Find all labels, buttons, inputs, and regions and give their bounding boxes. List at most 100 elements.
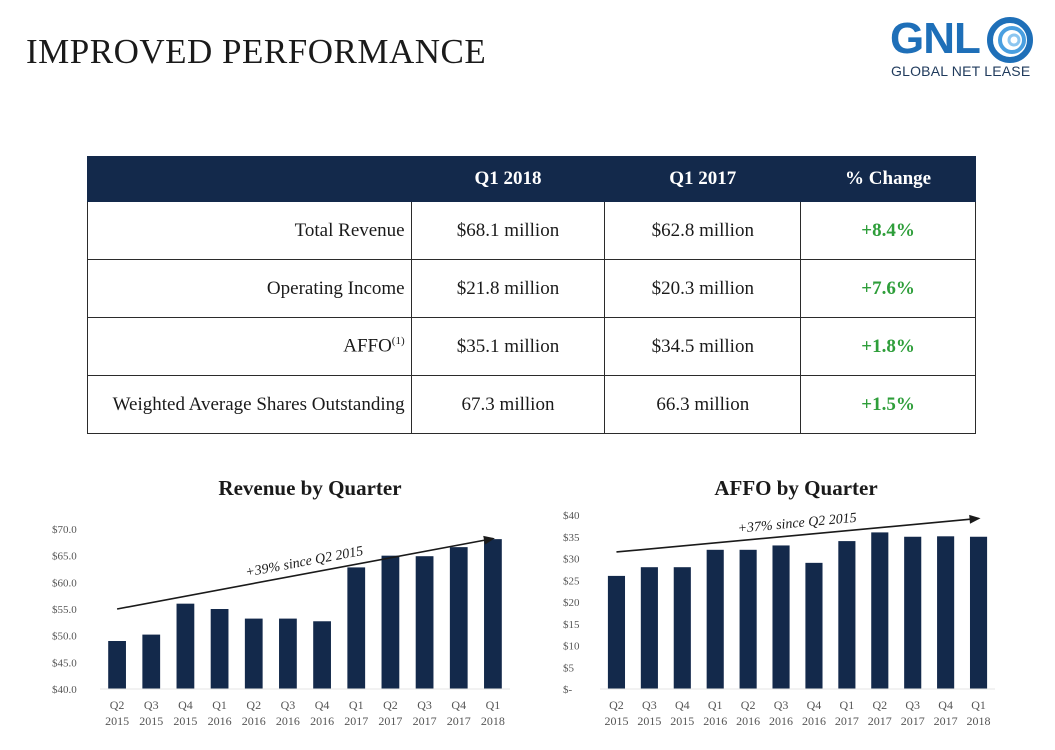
x-tick-label: Q2 bbox=[872, 698, 887, 712]
bar bbox=[381, 555, 400, 689]
y-tick-label: $65.0 bbox=[52, 551, 77, 563]
table-header-q1-2018: Q1 2018 bbox=[410, 156, 606, 202]
cell-q1-2017: 66.3 million bbox=[604, 375, 802, 434]
revenue-chart-title: Revenue by Quarter bbox=[218, 476, 402, 500]
logo-swirl-icon bbox=[987, 17, 1033, 63]
bar bbox=[449, 547, 468, 689]
trend-annotation: +37% since Q2 2015 bbox=[737, 511, 857, 537]
x-tick-label: 2015 bbox=[670, 714, 694, 728]
bar bbox=[871, 532, 889, 689]
y-tick-label: $- bbox=[563, 684, 573, 696]
logo-brand: GNL bbox=[890, 14, 981, 63]
y-tick-label: $55.0 bbox=[52, 604, 77, 616]
y-tick-label: $40.0 bbox=[52, 684, 77, 696]
x-tick-label: 2017 bbox=[447, 714, 471, 728]
bar bbox=[415, 556, 434, 689]
table-row: AFFO(1) $35.1 million $34.5 million +1.8… bbox=[87, 317, 976, 376]
x-tick-label: 2016 bbox=[242, 714, 266, 728]
bar bbox=[772, 545, 790, 689]
table-row: Operating Income $21.8 million $20.3 mil… bbox=[87, 259, 976, 318]
x-tick-label: 2016 bbox=[703, 714, 727, 728]
y-tick-label: $5 bbox=[563, 662, 575, 674]
bar bbox=[244, 618, 263, 689]
bar bbox=[279, 618, 297, 689]
x-tick-label: Q1 bbox=[349, 698, 364, 712]
cell-change: +7.6% bbox=[800, 259, 976, 318]
x-tick-label: Q1 bbox=[708, 698, 723, 712]
x-tick-label: Q1 bbox=[212, 698, 227, 712]
x-tick-label: Q3 bbox=[774, 698, 789, 712]
bar bbox=[937, 536, 955, 689]
x-tick-label: Q4 bbox=[938, 698, 953, 712]
x-tick-label: Q4 bbox=[178, 698, 193, 712]
trend-arrow-head bbox=[483, 535, 495, 545]
bar bbox=[805, 562, 823, 689]
y-tick-label: $15 bbox=[563, 619, 580, 631]
affo-bar-chart: $- $5 $10 $15 $20 $25 $30 $35 $40 Q2 2015 Q3 2015 Q4 2… bbox=[563, 510, 995, 728]
x-tick-label: 2017 bbox=[378, 714, 402, 728]
cell-q1-2017: $62.8 million bbox=[604, 201, 802, 260]
row-label: Operating Income bbox=[87, 259, 412, 318]
table-header-change: % Change bbox=[800, 156, 976, 202]
x-tick-label: 2015 bbox=[604, 714, 628, 728]
trend-arrow-line bbox=[616, 517, 979, 553]
x-tick-label: 2018 bbox=[967, 714, 991, 728]
x-tick-label: Q1 bbox=[486, 698, 501, 712]
row-label: AFFO bbox=[343, 335, 392, 357]
x-tick-label: 2017 bbox=[901, 714, 925, 728]
y-tick-label: $60.0 bbox=[52, 577, 77, 589]
bar bbox=[142, 634, 161, 689]
x-tick-label: 2016 bbox=[310, 714, 334, 728]
y-tick-label: $25 bbox=[563, 575, 580, 587]
x-tick-label: 2017 bbox=[868, 714, 892, 728]
x-tick-label: 2016 bbox=[276, 714, 300, 728]
bar bbox=[210, 609, 229, 689]
cell-q1-2018: $21.8 million bbox=[410, 259, 606, 318]
table-header-q1-2017: Q1 2017 bbox=[604, 156, 802, 202]
x-tick-label: Q3 bbox=[144, 698, 159, 712]
cell-change: +1.5% bbox=[800, 375, 976, 434]
x-tick-label: Q2 bbox=[609, 698, 624, 712]
x-tick-label: Q2 bbox=[383, 698, 398, 712]
bar bbox=[640, 567, 658, 689]
cell-q1-2017: $34.5 million bbox=[604, 317, 802, 376]
bar bbox=[313, 621, 331, 689]
x-tick-label: Q4 bbox=[675, 698, 690, 712]
x-tick-label: Q4 bbox=[315, 698, 330, 712]
bar bbox=[969, 536, 988, 689]
x-tick-label: Q2 bbox=[246, 698, 261, 712]
bar bbox=[739, 549, 757, 689]
cell-q1-2018: $68.1 million bbox=[410, 201, 606, 260]
table-row: Weighted Average Shares Outstanding 67.3… bbox=[87, 375, 976, 434]
bar bbox=[176, 603, 195, 689]
x-tick-label: Q3 bbox=[642, 698, 657, 712]
revenue-bar-chart: $40.0 $45.0 $50.0 $55.0 $60.0 $65.0 $70.0 Q2 201… bbox=[52, 524, 510, 728]
x-tick-label: 2018 bbox=[481, 714, 505, 728]
x-tick-label: 2017 bbox=[413, 714, 437, 728]
x-tick-label: 2015 bbox=[139, 714, 163, 728]
y-tick-label: $35 bbox=[563, 532, 580, 544]
bar bbox=[347, 567, 366, 689]
y-tick-label: $50.0 bbox=[52, 631, 77, 643]
y-tick-label: $30 bbox=[563, 554, 580, 566]
y-tick-label: $70.0 bbox=[52, 524, 77, 536]
x-tick-label: 2016 bbox=[208, 714, 232, 728]
row-label-cell: AFFO(1) bbox=[87, 317, 412, 376]
x-tick-label: 2017 bbox=[934, 714, 958, 728]
x-tick-label: Q3 bbox=[417, 698, 432, 712]
y-tick-label: $40 bbox=[563, 510, 580, 522]
gnl-logo: GNL GLOBAL NET LEASE bbox=[888, 14, 1048, 84]
y-tick-label: $20 bbox=[563, 597, 580, 609]
y-tick-label: $10 bbox=[563, 641, 580, 653]
bar bbox=[904, 536, 922, 689]
x-tick-label: 2016 bbox=[736, 714, 760, 728]
cell-q1-2017: $20.3 million bbox=[604, 259, 802, 318]
bar bbox=[484, 539, 502, 689]
x-tick-label: Q1 bbox=[840, 698, 855, 712]
x-tick-label: Q1 bbox=[971, 698, 986, 712]
x-tick-label: Q2 bbox=[741, 698, 756, 712]
x-tick-label: Q4 bbox=[807, 698, 822, 712]
trend-arrow-head bbox=[969, 514, 981, 524]
x-tick-label: Q4 bbox=[451, 698, 466, 712]
page-title: IMPROVED PERFORMANCE bbox=[26, 32, 487, 71]
